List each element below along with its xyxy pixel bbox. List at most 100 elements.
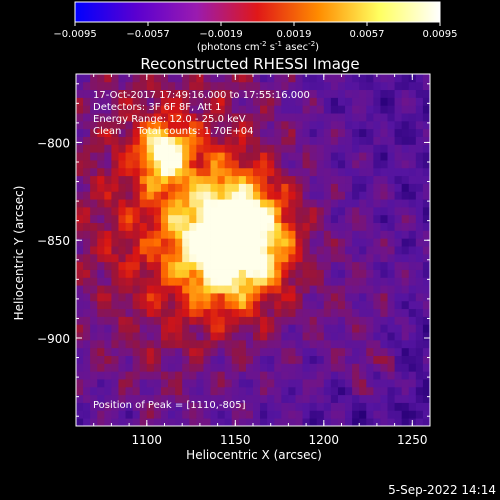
- heatmap-cell: [394, 324, 403, 333]
- heatmap-cell: [111, 300, 119, 310]
- heatmap-cell: [281, 81, 289, 91]
- heatmap-cell: [281, 152, 289, 161]
- heatmap-cell: [83, 105, 91, 114]
- heatmap-cell: [168, 355, 176, 364]
- heatmap-cell: [132, 191, 141, 200]
- heatmap-cell: [267, 238, 275, 247]
- heatmap-cell: [203, 418, 211, 426]
- heatmap-cell: [359, 261, 367, 270]
- heatmap-cell: [160, 324, 169, 333]
- heatmap-cell: [175, 261, 183, 270]
- heatmap-cell: [337, 183, 346, 192]
- heatmap-cell: [345, 183, 353, 192]
- heatmap-cell: [245, 261, 254, 270]
- heatmap-cell: [76, 128, 84, 137]
- heatmap-cell: [295, 191, 303, 200]
- heatmap-cell: [380, 347, 388, 356]
- heatmap-cell: [90, 339, 98, 349]
- heatmap-cell: [104, 167, 112, 177]
- heatmap-cell: [295, 246, 303, 255]
- heatmap-cell: [387, 167, 395, 177]
- heatmap-cell: [274, 324, 282, 333]
- heatmap-cell: [83, 113, 91, 122]
- heatmap-cell: [253, 285, 261, 294]
- heatmap-cell: [260, 253, 268, 263]
- heatmap-cell: [153, 410, 162, 419]
- heatmap-cell: [231, 371, 240, 380]
- heatmap-cell: [359, 293, 367, 302]
- heatmap-cell: [238, 128, 247, 137]
- heatmap-cell: [153, 246, 162, 255]
- heatmap-cell: [153, 81, 162, 91]
- heatmap-cell: [203, 206, 211, 216]
- heatmap-cell: [345, 167, 353, 177]
- heatmap-cell: [182, 285, 190, 294]
- heatmap-cell: [132, 386, 141, 396]
- heatmap-cell: [366, 371, 374, 380]
- heatmap-cell: [97, 293, 105, 302]
- heatmap-cell: [337, 339, 346, 349]
- heatmap-cell: [189, 277, 197, 286]
- heatmap-cell: [231, 269, 240, 278]
- heatmap-cell: [189, 120, 197, 130]
- heatmap-cell: [118, 222, 126, 231]
- heatmap-cell: [316, 386, 325, 396]
- heatmap-cell: [83, 230, 91, 239]
- heatmap-cell: [422, 191, 430, 200]
- heatmap-cell: [253, 293, 261, 302]
- heatmap-cell: [401, 81, 410, 91]
- heatmap-cell: [330, 199, 339, 208]
- heatmap-cell: [401, 183, 410, 192]
- heatmap-cell: [394, 316, 403, 325]
- heatmap-cell: [323, 394, 332, 403]
- heatmap-cell: [203, 355, 211, 364]
- heatmap-cell: [415, 332, 424, 341]
- heatmap-cell: [175, 89, 183, 98]
- heatmap-cell: [245, 167, 254, 177]
- heatmap-cell: [90, 269, 98, 278]
- y-tick-label: −800: [37, 136, 70, 150]
- heatmap-cell: [366, 74, 374, 83]
- heatmap-cell: [274, 246, 282, 255]
- heatmap-cell: [168, 238, 176, 247]
- heatmap-cell: [253, 105, 261, 114]
- heatmap-cell: [210, 222, 218, 231]
- heatmap-cell: [316, 402, 325, 411]
- heatmap-cell: [394, 230, 403, 239]
- heatmap-cell: [182, 199, 190, 208]
- heatmap-cell: [260, 175, 268, 184]
- heatmap-cell: [422, 379, 430, 388]
- heatmap-cell: [146, 261, 155, 270]
- heatmap-cell: [401, 175, 410, 184]
- heatmap-cell: [182, 253, 190, 263]
- heatmap-cell: [408, 89, 417, 98]
- heatmap-cell: [380, 300, 388, 310]
- heatmap-cell: [401, 144, 410, 153]
- heatmap-cell: [245, 238, 254, 247]
- heatmap-cell: [337, 261, 346, 270]
- heatmap-cell: [118, 120, 126, 130]
- heatmap-cell: [196, 332, 204, 341]
- heatmap-cell: [189, 160, 197, 169]
- heatmap-cell: [415, 120, 424, 130]
- heatmap-cell: [345, 324, 353, 333]
- heatmap-cell: [189, 175, 197, 184]
- heatmap-cell: [281, 324, 289, 333]
- colorbar-tick-label: −0.0057: [126, 29, 169, 40]
- heatmap-cell: [189, 81, 197, 91]
- heatmap-cell: [274, 97, 282, 106]
- heatmap-cell: [168, 113, 176, 122]
- heatmap-cell: [238, 175, 247, 184]
- heatmap-cell: [118, 402, 126, 411]
- heatmap-cell: [394, 113, 403, 122]
- heatmap-cell: [125, 128, 134, 137]
- heatmap-cell: [168, 97, 176, 106]
- heatmap-cell: [118, 339, 126, 349]
- heatmap-cell: [139, 324, 148, 333]
- heatmap-cell: [118, 394, 126, 403]
- heatmap-cell: [309, 308, 318, 317]
- heatmap-cell: [359, 308, 367, 317]
- heatmap-cell: [76, 410, 84, 419]
- heatmap-cell: [97, 167, 105, 177]
- heatmap-cell: [253, 316, 261, 325]
